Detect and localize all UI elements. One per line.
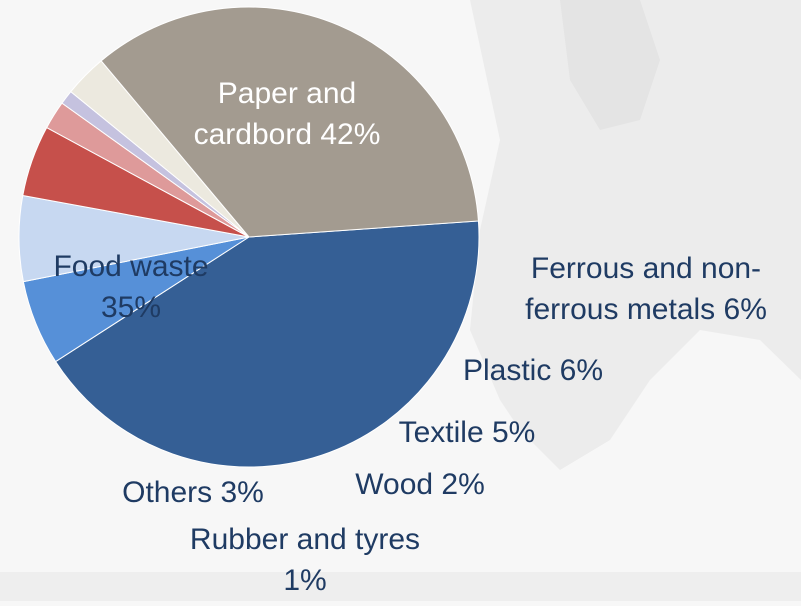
pie-slice: [100, 6, 479, 238]
slice-label: Food waste 35%: [53, 250, 208, 324]
slice-label-line: Wood 2%: [355, 468, 485, 501]
slice-label-line: Paper and: [218, 77, 356, 110]
slice-label-line: 35%: [101, 291, 161, 324]
bottom-band: [0, 572, 801, 601]
slice-label-line: cardbord 42%: [194, 118, 381, 151]
pie-labels: Paper and cardbord 42% Ferrous and non-fer…: [53, 77, 766, 597]
slice-label-line: Plastic 6%: [463, 354, 603, 387]
pie-slice: [54, 220, 480, 468]
slice-label-line: Food waste: [53, 250, 208, 283]
slice-label: Textile 5%: [399, 416, 536, 449]
slice-label-line: ferrous metals 6%: [525, 293, 767, 326]
slice-label-line: Ferrous and non-: [531, 252, 761, 285]
slice-label-line: 1%: [283, 564, 326, 597]
slice-label-line: Others 3%: [122, 476, 264, 509]
slice-label: Paper and cardbord 42%: [194, 77, 381, 151]
slice-label-line: Rubber and tyres: [190, 523, 420, 556]
background-landmass: [470, 0, 801, 470]
pie-slices: [18, 6, 480, 468]
background-landmass-2: [560, 0, 660, 130]
slice-label-line: Textile 5%: [399, 416, 536, 449]
slice-label: Others 3%: [122, 476, 264, 509]
slice-label: Rubber and tyres 1%: [190, 523, 420, 597]
slice-label: Ferrous and non-ferrous metals 6%: [525, 252, 767, 326]
slice-label: Plastic 6%: [463, 354, 603, 387]
slice-label: Wood 2%: [355, 468, 485, 501]
